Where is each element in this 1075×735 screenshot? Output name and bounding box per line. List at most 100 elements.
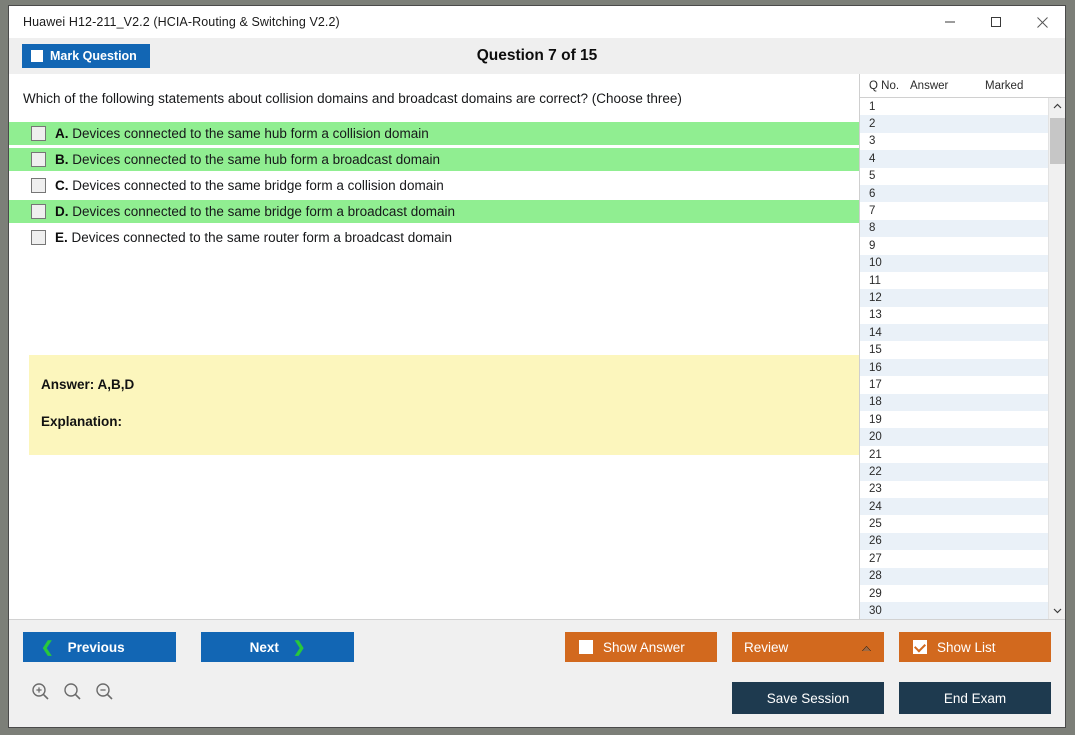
answer-option-e[interactable]: E. Devices connected to the same router … (9, 226, 859, 249)
scroll-up-icon[interactable] (1049, 98, 1065, 115)
question-list-row[interactable]: 23 (860, 481, 1048, 498)
question-list-row-number: 8 (869, 222, 876, 235)
question-list-row[interactable]: 19 (860, 411, 1048, 428)
chevron-right-icon: ❯ (292, 638, 306, 656)
show-list-label: Show List (937, 639, 996, 655)
answer-option-text: Devices connected to the same router for… (71, 230, 452, 245)
question-list-row-number: 22 (869, 465, 882, 478)
review-dropdown-button[interactable]: Review (732, 632, 884, 662)
question-list-row[interactable]: 5 (860, 168, 1048, 185)
answer-option-text: Devices connected to the same hub form a… (72, 126, 429, 141)
question-list-scrollbar[interactable] (1048, 98, 1065, 619)
zoom-icon[interactable] (63, 682, 82, 706)
question-list-row[interactable]: 8 (860, 219, 1048, 238)
question-list-row[interactable]: 17 (860, 376, 1048, 393)
question-list-row[interactable]: 27 (860, 550, 1048, 567)
question-list-row[interactable]: 26 (860, 532, 1048, 551)
mark-question-label: Mark Question (50, 49, 137, 63)
answer-option-c[interactable]: C. Devices connected to the same bridge … (9, 174, 859, 197)
question-list-row[interactable]: 30 (860, 602, 1048, 619)
answer-option-label: D. Devices connected to the same bridge … (55, 204, 455, 219)
column-header-marked: Marked (985, 79, 1024, 92)
answer-option-letter: C. (55, 178, 69, 193)
question-list-row-number: 2 (869, 118, 876, 131)
answer-option-letter: E. (55, 230, 68, 245)
next-button[interactable]: Next ❯ (201, 632, 354, 662)
answer-option-letter: D. (55, 204, 69, 219)
save-session-button[interactable]: Save Session (732, 682, 884, 714)
question-list-row[interactable]: 16 (860, 358, 1048, 377)
answer-option-text: Devices connected to the same bridge for… (72, 204, 455, 219)
question-list-row[interactable]: 18 (860, 393, 1048, 412)
question-list-row[interactable]: 12 (860, 289, 1048, 307)
zoom-out-icon[interactable] (95, 682, 114, 706)
question-list-row-number: 12 (869, 291, 882, 304)
zoom-in-icon[interactable] (31, 682, 50, 706)
exam-body: Which of the following statements about … (9, 74, 1065, 619)
scroll-down-icon[interactable] (1049, 602, 1065, 619)
question-list-row[interactable]: 20 (860, 428, 1048, 446)
question-list-row[interactable]: 9 (860, 237, 1048, 254)
question-list-row-number: 16 (869, 361, 882, 374)
question-list-row[interactable]: 22 (860, 463, 1048, 481)
answer-option-b[interactable]: B. Devices connected to the same hub for… (9, 148, 859, 171)
chevron-up-icon (861, 640, 872, 655)
question-list-panel: Q No. Answer Marked 1 2 3 4 5 6 7 8 9 10 11 12 13 14 1… (859, 74, 1065, 619)
close-icon[interactable] (1019, 6, 1065, 38)
mark-question-checkbox[interactable] (31, 50, 43, 62)
scrollbar-thumb[interactable] (1050, 118, 1065, 164)
answer-option-a[interactable]: A. Devices connected to the same hub for… (9, 122, 859, 145)
minimize-icon[interactable] (927, 6, 973, 38)
question-list-row[interactable]: 1 (860, 98, 1048, 115)
answer-option-d[interactable]: D. Devices connected to the same bridge … (9, 200, 859, 223)
show-answer-button[interactable]: Show Answer (565, 632, 717, 662)
end-exam-button[interactable]: End Exam (899, 682, 1051, 714)
question-list-row[interactable]: 28 (860, 567, 1048, 585)
question-list-row-number: 3 (869, 135, 876, 148)
zoom-controls (31, 682, 114, 706)
show-answer-checkbox[interactable] (579, 640, 593, 654)
question-list-row-number: 29 (869, 587, 882, 600)
explanation-line: Explanation: (41, 414, 123, 429)
answer-options-list: A. Devices connected to the same hub for… (9, 122, 859, 252)
show-list-button[interactable]: Show List (899, 632, 1051, 662)
question-list-row[interactable]: 6 (860, 184, 1048, 203)
answer-option-text: Devices connected to the same bridge for… (72, 178, 444, 193)
question-list-row[interactable]: 7 (860, 202, 1048, 219)
question-list-row[interactable]: 21 (860, 446, 1048, 463)
question-list-row[interactable]: 24 (860, 497, 1048, 516)
end-exam-label: End Exam (943, 690, 1007, 706)
question-list-row-number: 10 (869, 257, 882, 270)
show-list-checkbox[interactable] (913, 640, 927, 654)
question-list-row-number: 9 (869, 239, 876, 252)
answer-option-checkbox[interactable] (31, 230, 46, 245)
question-list-row[interactable]: 3 (860, 133, 1048, 150)
question-list-row-number: 5 (869, 170, 876, 183)
question-list-row[interactable]: 4 (860, 150, 1048, 168)
question-list-row[interactable]: 29 (860, 585, 1048, 602)
answer-option-letter: A. (55, 126, 69, 141)
answer-option-checkbox[interactable] (31, 152, 46, 167)
previous-button[interactable]: ❮ Previous (23, 632, 176, 662)
previous-label: Previous (67, 639, 125, 655)
question-list-row-number: 26 (869, 535, 882, 548)
save-session-label: Save Session (766, 690, 850, 706)
question-list-row-number: 21 (869, 448, 882, 461)
question-list-row[interactable]: 11 (860, 272, 1048, 289)
question-list-row-number: 30 (869, 605, 882, 618)
answer-option-checkbox[interactable] (31, 204, 46, 219)
answer-option-checkbox[interactable] (31, 126, 46, 141)
question-list-row[interactable]: 14 (860, 324, 1048, 342)
question-list-row[interactable]: 2 (860, 115, 1048, 133)
question-list-row[interactable]: 10 (860, 254, 1048, 272)
mark-question-button[interactable]: Mark Question (22, 44, 150, 68)
answer-option-checkbox[interactable] (31, 178, 46, 193)
question-list-row-number: 24 (869, 500, 882, 513)
question-list-row[interactable]: 25 (860, 515, 1048, 532)
question-list-row[interactable]: 15 (860, 341, 1048, 358)
question-list-row-number: 20 (869, 431, 882, 444)
column-header-qno: Q No. (869, 79, 900, 92)
question-list-row-number: 18 (869, 396, 882, 409)
question-list-row[interactable]: 13 (860, 307, 1048, 324)
maximize-icon[interactable] (973, 6, 1019, 38)
